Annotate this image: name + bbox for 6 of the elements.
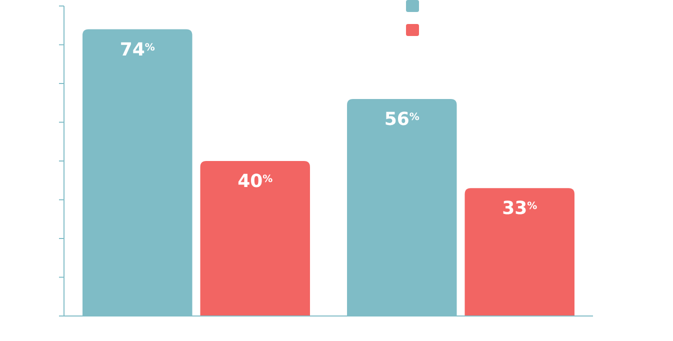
bar — [464, 188, 574, 316]
bar — [200, 161, 310, 316]
data-label: 33$^{%}$ — [502, 198, 538, 220]
data-label: 74$^{%}$ — [120, 39, 155, 60]
data-label: 56$^{%}$ — [384, 109, 420, 130]
data-label: 40$^{%}$ — [238, 171, 273, 192]
